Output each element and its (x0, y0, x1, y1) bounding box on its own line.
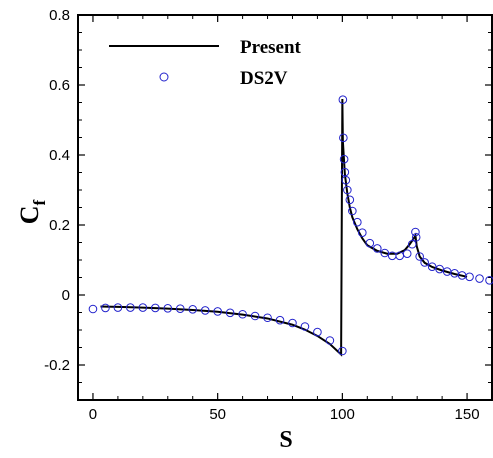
ds2v-point (88, 304, 98, 314)
ds2v-point (275, 315, 285, 325)
y-tick-label: 0.4 (49, 147, 70, 164)
ds2v-point (263, 313, 272, 323)
x-axis-title: S (279, 427, 292, 453)
y-axis-title-main: C (15, 205, 44, 224)
ds2v-point (407, 239, 417, 249)
ds2v-point (341, 175, 351, 185)
ds2v-point (300, 322, 310, 331)
ds2v-point (126, 303, 135, 312)
ds2v-point (338, 346, 347, 356)
ds2v-point (151, 303, 160, 313)
ds2v-point (225, 308, 235, 318)
ds2v-point (411, 232, 421, 242)
x-tick-label: 0 (89, 406, 97, 423)
legend-present-label: Present (240, 37, 302, 58)
ds2v-point (101, 303, 110, 313)
y-tick-label: 0.2 (49, 217, 70, 234)
y-axis-title: Cf (15, 199, 49, 224)
ds2v-point (411, 227, 420, 237)
ds2v-point (485, 276, 493, 285)
ds2v-point (200, 306, 210, 315)
y-tick-label: 0 (62, 287, 70, 304)
ds2v-point (402, 249, 412, 258)
ds2v-point (339, 133, 348, 143)
y-axis-title-subscript: f (30, 199, 49, 205)
ds2v-point (113, 303, 123, 312)
ds2v-point (420, 258, 429, 267)
y-tick-label: 0.6 (49, 77, 70, 94)
ds2v-point (475, 274, 484, 283)
ds2v-point (353, 217, 362, 227)
x-tick-label: 50 (209, 406, 226, 423)
ds2v-point (465, 272, 474, 282)
ds2v-point (238, 309, 247, 319)
ds2v-point (340, 167, 350, 177)
ds2v-point (288, 318, 297, 328)
present-line (100, 98, 468, 357)
legend: Present DS2V (109, 37, 302, 89)
ds2v-point (163, 304, 173, 313)
ds2v-point (345, 195, 355, 205)
ds2v-point (338, 95, 348, 104)
x-tick-label: 100 (330, 406, 355, 423)
legend-ds2v-marker (159, 72, 169, 82)
ds2v-point (415, 252, 424, 261)
ds2v-point (358, 228, 367, 237)
y-tick-label: -0.2 (44, 357, 70, 374)
y-tick-label: 0.8 (49, 7, 70, 24)
ds2v-point (325, 336, 335, 345)
svg-text:Cf: Cf (15, 199, 49, 224)
ds2v-point (380, 248, 390, 258)
ds2v-point (427, 262, 437, 271)
legend-ds2v-label: DS2V (240, 68, 288, 89)
ds2v-point (175, 304, 185, 313)
ds2v-point (372, 244, 382, 253)
series-layer (88, 95, 493, 357)
x-tick-label: 150 (455, 406, 480, 423)
ds2v-point (138, 303, 148, 312)
ds2v-point (339, 154, 349, 164)
ds2v-point (313, 327, 322, 337)
axis-tick-labels: 0 50 100 150 -0.2 0 0.2 0.4 0.6 0.8 (44, 7, 479, 423)
axis-ticks (78, 14, 492, 401)
ds2v-point (250, 311, 260, 321)
ds2v-point (213, 307, 222, 316)
ds2v-point (435, 264, 444, 274)
ds2v-point (188, 305, 198, 314)
ds2v-point (343, 185, 352, 195)
ds2v-point (365, 238, 375, 248)
ds2v-point (348, 206, 357, 216)
